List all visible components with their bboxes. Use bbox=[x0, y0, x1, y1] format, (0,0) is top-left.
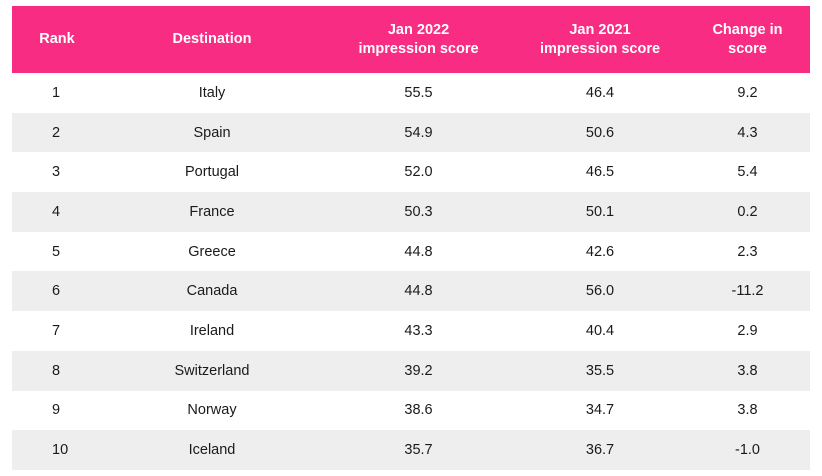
header-change-line2: score bbox=[728, 40, 767, 57]
table-row: 2 Spain 54.9 50.6 4.3 bbox=[12, 112, 810, 153]
header-destination-label: Destination bbox=[172, 31, 252, 47]
header-jan-2021-line2: impression score bbox=[539, 40, 661, 57]
cell-jan-2021: 42.6 bbox=[515, 231, 685, 272]
destination-ranking-table: Rank Destination Jan 2022 impression sco… bbox=[12, 6, 810, 470]
cell-jan-2021: 46.5 bbox=[515, 152, 685, 193]
header-jan-2022-line1: Jan 2022 bbox=[387, 21, 450, 38]
cell-rank: 9 bbox=[12, 390, 102, 431]
table-row: 10 Iceland 35.7 36.7 -1.0 bbox=[12, 430, 810, 470]
cell-destination: Switzerland bbox=[102, 350, 322, 391]
cell-jan-2021: 36.7 bbox=[515, 430, 685, 470]
header-change-line1: Change in bbox=[712, 21, 783, 38]
header-jan-2022: Jan 2022 impression score bbox=[322, 6, 515, 73]
table-body: 1 Italy 55.5 46.4 9.2 2 Spain 54.9 50.6 … bbox=[12, 73, 810, 470]
cell-destination: Canada bbox=[102, 271, 322, 312]
cell-destination: Portugal bbox=[102, 152, 322, 193]
cell-jan-2022: 44.8 bbox=[322, 231, 515, 272]
table-row: 6 Canada 44.8 56.0 -11.2 bbox=[12, 271, 810, 312]
header-rank: Rank bbox=[12, 6, 102, 73]
header-destination: Destination bbox=[102, 6, 322, 73]
cell-change: 3.8 bbox=[685, 350, 810, 391]
header-jan-2021: Jan 2021 impression score bbox=[515, 6, 685, 73]
cell-jan-2021: 46.4 bbox=[515, 73, 685, 113]
cell-destination: Italy bbox=[102, 73, 322, 113]
cell-jan-2021: 34.7 bbox=[515, 390, 685, 431]
cell-jan-2022: 52.0 bbox=[322, 152, 515, 193]
cell-jan-2021: 35.5 bbox=[515, 350, 685, 391]
cell-change: 9.2 bbox=[685, 73, 810, 113]
cell-jan-2022: 54.9 bbox=[322, 112, 515, 153]
cell-jan-2022: 43.3 bbox=[322, 311, 515, 351]
cell-rank: 6 bbox=[12, 271, 102, 312]
cell-destination: France bbox=[102, 192, 322, 232]
cell-change: -1.0 bbox=[685, 430, 810, 470]
cell-jan-2022: 55.5 bbox=[322, 73, 515, 113]
cell-rank: 10 bbox=[12, 430, 102, 470]
cell-jan-2022: 39.2 bbox=[322, 350, 515, 391]
cell-change: 4.3 bbox=[685, 112, 810, 153]
header-jan-2022-line2: impression score bbox=[358, 40, 479, 57]
cell-change: 0.2 bbox=[685, 192, 810, 232]
header-row: Rank Destination Jan 2022 impression sco… bbox=[12, 6, 810, 73]
table-row: 7 Ireland 43.3 40.4 2.9 bbox=[12, 311, 810, 351]
cell-rank: 3 bbox=[12, 152, 102, 193]
cell-jan-2021: 50.6 bbox=[515, 112, 685, 153]
cell-jan-2022: 50.3 bbox=[322, 192, 515, 232]
header-jan-2021-line1: Jan 2021 bbox=[569, 21, 631, 38]
cell-change: 2.3 bbox=[685, 231, 810, 272]
table-row: 1 Italy 55.5 46.4 9.2 bbox=[12, 73, 810, 113]
table-row: 9 Norway 38.6 34.7 3.8 bbox=[12, 390, 810, 431]
cell-rank: 5 bbox=[12, 231, 102, 272]
cell-change: 5.4 bbox=[685, 152, 810, 193]
cell-rank: 2 bbox=[12, 112, 102, 153]
table-row: 5 Greece 44.8 42.6 2.3 bbox=[12, 231, 810, 272]
cell-jan-2022: 35.7 bbox=[322, 430, 515, 470]
cell-jan-2021: 40.4 bbox=[515, 311, 685, 351]
cell-destination: Iceland bbox=[102, 430, 322, 470]
cell-destination: Ireland bbox=[102, 311, 322, 351]
cell-change: -11.2 bbox=[685, 271, 810, 312]
cell-destination: Greece bbox=[102, 231, 322, 272]
cell-destination: Norway bbox=[102, 390, 322, 431]
cell-jan-2022: 44.8 bbox=[322, 271, 515, 312]
cell-jan-2021: 56.0 bbox=[515, 271, 685, 312]
cell-rank: 4 bbox=[12, 192, 102, 232]
cell-rank: 1 bbox=[12, 73, 102, 113]
table-row: 4 France 50.3 50.1 0.2 bbox=[12, 192, 810, 232]
header-rank-label: Rank bbox=[39, 31, 75, 47]
cell-destination: Spain bbox=[102, 112, 322, 153]
cell-jan-2022: 38.6 bbox=[322, 390, 515, 431]
table-row: 3 Portugal 52.0 46.5 5.4 bbox=[12, 152, 810, 193]
table-row: 8 Switzerland 39.2 35.5 3.8 bbox=[12, 350, 810, 391]
header-change: Change in score bbox=[685, 6, 810, 73]
cell-change: 3.8 bbox=[685, 390, 810, 431]
cell-change: 2.9 bbox=[685, 311, 810, 351]
destination-ranking-table-container: Rank Destination Jan 2022 impression sco… bbox=[12, 6, 810, 470]
table-header: Rank Destination Jan 2022 impression sco… bbox=[12, 6, 810, 73]
cell-rank: 8 bbox=[12, 350, 102, 391]
cell-rank: 7 bbox=[12, 311, 102, 351]
cell-jan-2021: 50.1 bbox=[515, 192, 685, 232]
